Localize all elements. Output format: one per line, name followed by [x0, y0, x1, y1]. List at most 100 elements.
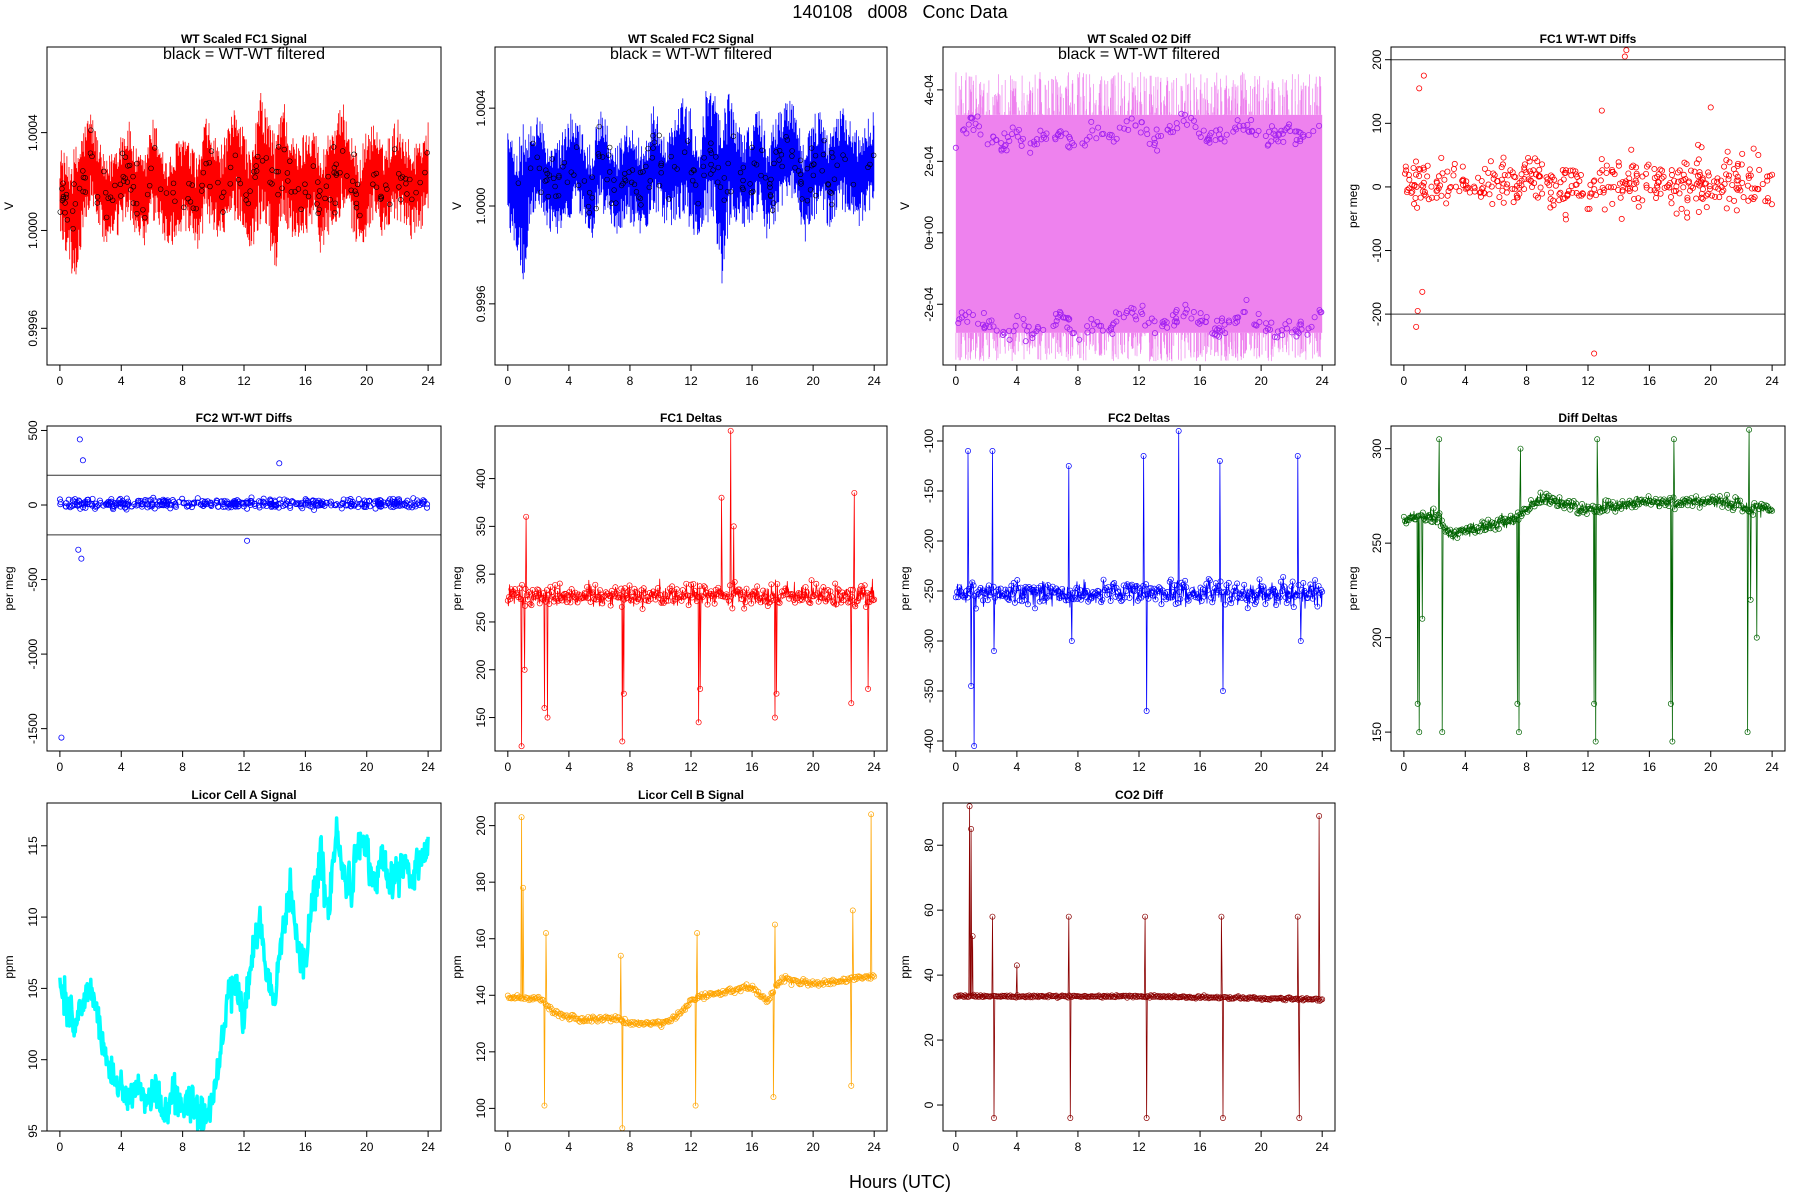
data-point	[1236, 590, 1243, 597]
data-point	[792, 599, 798, 606]
data-point	[385, 498, 392, 505]
data-point	[535, 587, 542, 594]
data-point	[1306, 590, 1313, 597]
data-point	[1104, 992, 1111, 999]
data-point	[1599, 167, 1606, 174]
data-point	[1645, 161, 1652, 168]
data-point	[314, 201, 320, 207]
x-tick-label: 0	[57, 760, 64, 774]
data-point	[528, 602, 535, 609]
data-point	[1488, 519, 1495, 526]
data-point	[1039, 992, 1046, 999]
data-point	[740, 589, 746, 596]
data-point	[1219, 315, 1226, 322]
x-tick-label: 0	[57, 374, 64, 388]
data-point	[1560, 502, 1567, 509]
series-co2_diff-0	[955, 805, 1323, 1119]
data-point	[832, 580, 839, 587]
x-tick-label: 20	[1254, 1140, 1268, 1154]
data-point	[748, 600, 755, 607]
data-point	[1402, 163, 1409, 170]
chart-title: FC1 Deltas	[660, 411, 722, 425]
data-point	[517, 596, 524, 602]
data-point	[1609, 499, 1616, 505]
data-point	[860, 589, 867, 596]
data-point	[207, 500, 214, 507]
data-point	[1033, 993, 1040, 1000]
x-tick-label: 12	[237, 760, 251, 774]
data-point	[1509, 185, 1516, 192]
data-point	[1516, 190, 1523, 197]
data-point	[1487, 158, 1494, 165]
data-point	[1125, 583, 1132, 590]
data-point	[401, 500, 408, 507]
data-point	[988, 317, 995, 324]
data-point	[989, 448, 996, 454]
x-tick-label: 8	[627, 1140, 634, 1154]
data-point	[122, 154, 129, 160]
data-point	[611, 187, 617, 193]
data-point	[243, 192, 249, 198]
data-point	[965, 121, 972, 128]
data-point	[1596, 188, 1603, 195]
data-point	[65, 502, 72, 509]
data-point	[606, 592, 613, 599]
data-point	[1437, 182, 1444, 189]
data-point	[1256, 319, 1263, 326]
x-axis-label: Hours (UTC)	[849, 1172, 951, 1192]
data-point	[1066, 326, 1073, 333]
data-point	[1089, 127, 1096, 134]
data-point	[89, 153, 95, 160]
y-axis-label: per meg	[1346, 566, 1360, 610]
data-point	[134, 210, 140, 217]
data-point	[353, 191, 359, 197]
data-point	[1715, 185, 1722, 192]
data-point	[1714, 178, 1721, 185]
data-point	[799, 596, 806, 603]
x-tick-label: 20	[806, 1140, 820, 1154]
data-point	[1234, 314, 1241, 321]
data-point	[1539, 190, 1546, 197]
data-point	[1234, 117, 1241, 124]
data-point	[1450, 172, 1457, 179]
data-point	[756, 595, 763, 602]
data-point	[774, 581, 781, 587]
data-point	[1271, 588, 1278, 595]
data-point	[62, 210, 68, 216]
data-point	[1624, 185, 1631, 192]
data-point	[1507, 512, 1514, 519]
data-point	[1138, 119, 1145, 126]
data-point	[1258, 586, 1265, 593]
data-point	[1140, 583, 1147, 589]
data-point	[731, 578, 738, 585]
data-point	[331, 144, 337, 150]
data-point	[1206, 139, 1213, 146]
data-point	[1430, 505, 1437, 512]
data-point	[1531, 155, 1538, 162]
data-point	[796, 597, 803, 604]
data-point	[1057, 312, 1064, 319]
outlier-point	[244, 537, 251, 544]
data-point	[340, 496, 347, 503]
data-point	[1222, 330, 1229, 337]
data-point	[260, 495, 267, 502]
data-point	[1020, 315, 1027, 322]
x-tick-label: 4	[1462, 760, 1469, 774]
data-point	[1518, 177, 1525, 184]
data-point	[700, 163, 707, 170]
data-point	[1275, 593, 1282, 599]
y-tick-label: 0.9996	[26, 310, 40, 347]
data-point	[413, 501, 420, 508]
data-point	[649, 155, 655, 161]
data-point	[696, 583, 703, 590]
data-point	[1300, 579, 1307, 586]
data-point	[1425, 196, 1432, 203]
data-point	[528, 994, 535, 1001]
data-point	[518, 743, 525, 750]
y-tick-label: -500	[26, 567, 40, 591]
data-point	[522, 586, 529, 592]
data-point	[1489, 201, 1496, 208]
data-point	[1312, 577, 1319, 583]
data-point	[1696, 169, 1703, 176]
data-point	[1204, 587, 1211, 594]
